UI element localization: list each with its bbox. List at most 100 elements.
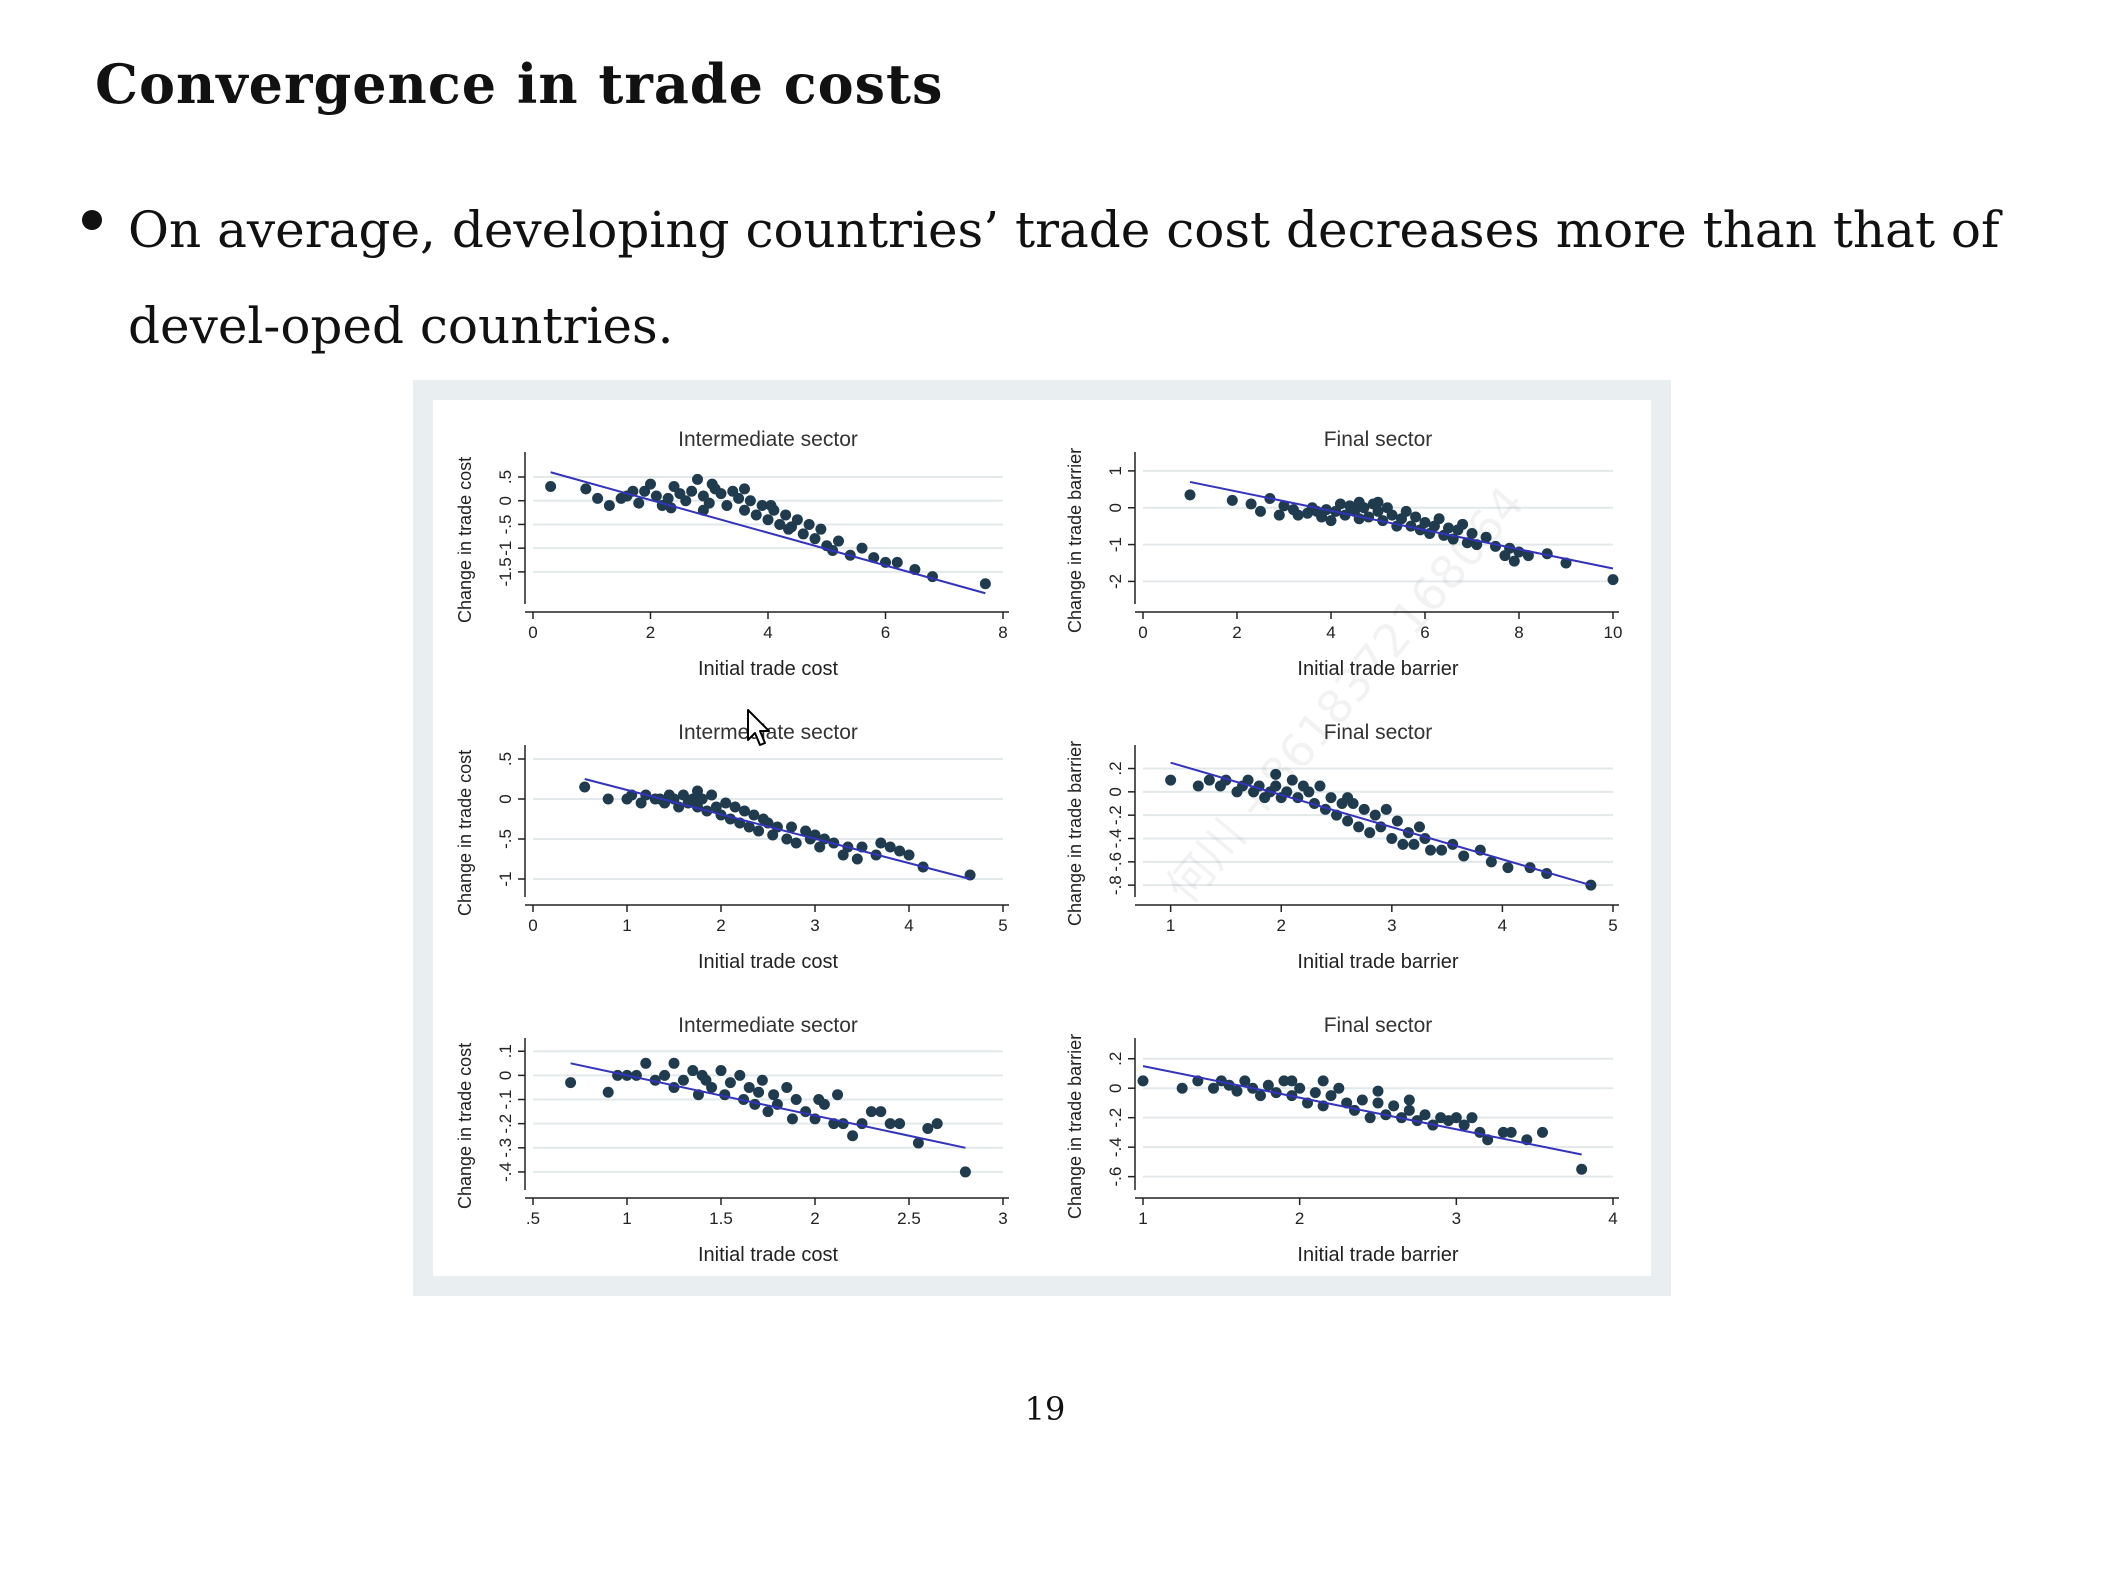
mouse-pointer-icon (746, 708, 772, 752)
scatter-point (1408, 838, 1420, 850)
scatter-point (734, 1069, 746, 1081)
scatter-point (774, 518, 786, 530)
panel-title: Final sector (1323, 428, 1433, 451)
y-tick-label: .2 (1106, 761, 1125, 775)
x-tick-label: 1.5 (709, 1209, 733, 1228)
scatter-point (1333, 1082, 1345, 1094)
scatter-plot-3: -1 -.5 0 .5 0 1 2 3 4 5 (496, 745, 1009, 935)
scatter-point (602, 793, 614, 805)
scatter-point (1537, 1126, 1548, 1138)
x-tick-label: 1 (622, 1209, 631, 1228)
y-tick-label: 0 (1106, 1083, 1125, 1092)
scatter-point (912, 1137, 924, 1149)
scatter-point (1242, 774, 1254, 786)
scatter-point (1485, 856, 1497, 868)
scatter-point (1342, 815, 1354, 827)
scatter-point (729, 801, 741, 813)
panel-xlabel: Initial trade cost (697, 1244, 839, 1266)
x-tick-label: 6 (881, 623, 890, 642)
scatter-point (1391, 815, 1403, 827)
scatter-point (800, 825, 812, 837)
scatter-point (1292, 509, 1304, 521)
y-tick-label: -1 (496, 541, 515, 556)
y-tick-label: .5 (496, 470, 515, 484)
scatter-point (1270, 780, 1282, 792)
scatter-point (744, 495, 756, 507)
scatter-point (1342, 792, 1354, 804)
scatter-point (781, 833, 793, 845)
scatter-point (1294, 1082, 1306, 1094)
scatter-point (687, 1065, 699, 1077)
scatter-point (1314, 780, 1326, 792)
scatter-point (1425, 844, 1437, 856)
scatter-point (602, 1086, 614, 1098)
scatter-point (922, 1122, 934, 1134)
x-tick-label: 2 (810, 1209, 819, 1228)
scatter-point (1226, 494, 1238, 506)
scatter-point (692, 785, 703, 797)
y-tick-label: -.6 (1106, 852, 1125, 872)
y-tick-label: -1 (1106, 537, 1125, 552)
scatter-point (1372, 505, 1384, 517)
y-tick-label: .2 (1106, 1052, 1125, 1066)
page-number: 19 (1024, 1390, 1066, 1428)
y-tick-label: 0 (1106, 503, 1125, 512)
scatter-point (851, 853, 863, 865)
scatter-point (603, 499, 615, 511)
panel-title: Intermediate sector (678, 721, 858, 744)
scatter-point (1480, 531, 1492, 543)
x-tick-label: 3 (1452, 1209, 1461, 1228)
scatter-point (815, 523, 827, 535)
scatter-point (894, 845, 906, 857)
scatter-point (1192, 780, 1204, 792)
x-tick-label: 2 (1295, 1209, 1304, 1228)
scatter-point (837, 849, 849, 861)
scatter-point (765, 499, 777, 511)
scatter-point (797, 528, 809, 540)
x-tick-label: 2 (646, 623, 655, 642)
scatter-point (659, 1069, 671, 1081)
scatter-point (724, 1077, 736, 1089)
panel-title: Final sector (1323, 721, 1433, 744)
x-tick-label: 3 (998, 1209, 1007, 1228)
scatter-point (750, 509, 762, 521)
scatter-point (803, 518, 815, 530)
scatter-point (739, 483, 750, 495)
scatter-point (1458, 850, 1470, 862)
scatter-point (706, 789, 718, 801)
chart-panel-2: Final sector Change in trade barrier Ini… (1063, 410, 1643, 695)
scatter-point (1262, 1079, 1274, 1091)
scatter-point (686, 485, 698, 497)
y-tick-label: -.2 (496, 1114, 515, 1134)
scatter-point (1278, 1075, 1290, 1087)
scatter-point (1388, 1100, 1400, 1112)
x-tick-label: 2 (1277, 916, 1286, 935)
fit-line (584, 778, 971, 880)
scatter-point (1502, 862, 1514, 874)
scatter-point (1137, 1075, 1149, 1087)
scatter-point (739, 504, 750, 516)
scatter-point (813, 1094, 825, 1106)
x-tick-label: 0 (528, 623, 537, 642)
scatter-point (677, 1074, 689, 1086)
scatter-point (1419, 516, 1431, 528)
scatter-point (931, 1118, 943, 1130)
scatter-plot-1: -1.5-1 -.5 0 .5 0 2 4 6 8 (496, 452, 1009, 642)
scatter-point (753, 825, 765, 837)
y-tick-label: -.8 (1106, 875, 1125, 895)
scatter-point (786, 1113, 798, 1125)
scatter-point (1358, 803, 1370, 815)
scatter-point (650, 490, 662, 502)
scatter-point (781, 1081, 793, 1093)
scatter-point (743, 821, 755, 833)
scatter-point (865, 1106, 877, 1118)
scatter-point (1450, 1112, 1462, 1124)
scatter-point (891, 556, 903, 568)
scatter-point (1364, 827, 1376, 839)
scatter-point (790, 837, 802, 849)
y-tick-label: -2 (1106, 574, 1125, 589)
scatter-point (833, 535, 844, 547)
scatter-point (662, 492, 674, 504)
scatter-point (832, 1089, 844, 1101)
